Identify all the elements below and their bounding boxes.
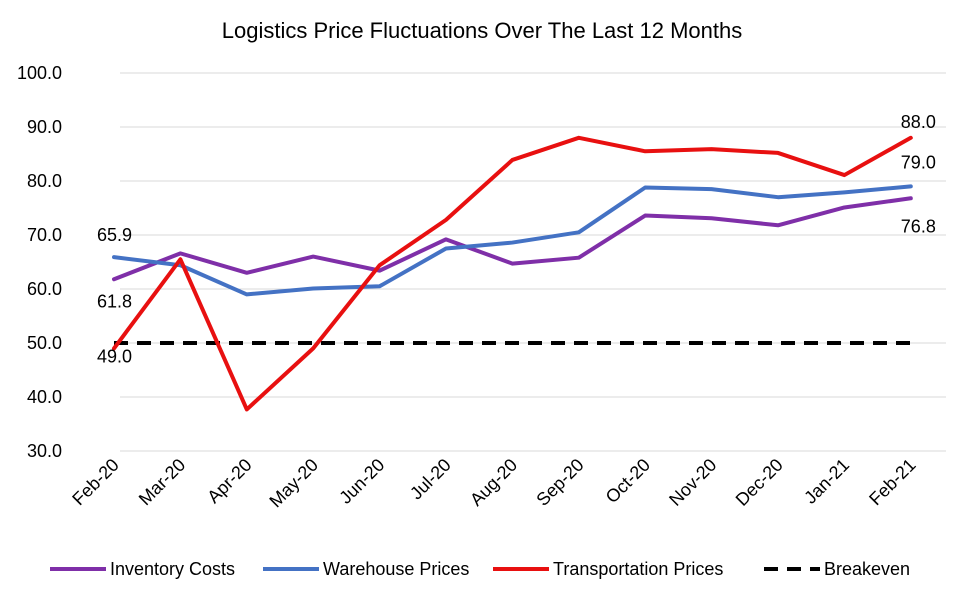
x-tick-label: Jun-20 (335, 455, 388, 508)
series-lines (112, 135, 913, 412)
data-label: 49.0 (97, 346, 132, 366)
legend-label: Warehouse Prices (323, 559, 469, 579)
data-labels: 61.8 76.8 65.9 79.0 49.0 88.0 (97, 112, 936, 367)
data-label: 65.9 (97, 225, 132, 245)
x-tick-label: Feb-21 (865, 455, 919, 509)
y-tick-label: 30.0 (27, 441, 62, 461)
data-label: 61.8 (97, 291, 132, 311)
x-tick-label: Sep-20 (532, 455, 587, 510)
y-tick-label: 90.0 (27, 117, 62, 137)
chart-title: Logistics Price Fluctuations Over The La… (222, 18, 743, 43)
x-tick-label: Mar-20 (135, 455, 189, 509)
y-axis-ticks: 30.0 40.0 50.0 60.0 70.0 80.0 90.0 100.0 (17, 63, 62, 461)
x-tick-label: Apr-20 (203, 455, 255, 507)
legend-label: Transportation Prices (553, 559, 723, 579)
x-tick-label: Feb-20 (68, 455, 122, 509)
y-tick-label: 100.0 (17, 63, 62, 83)
x-axis-ticks: Feb-20 Mar-20 Apr-20 May-20 Jun-20 Jul-20 Aug-… (68, 455, 919, 512)
data-label: 88.0 (901, 112, 936, 132)
x-tick-label: May-20 (265, 455, 322, 512)
series-line-inventory-costs (112, 196, 913, 282)
y-tick-label: 60.0 (27, 279, 62, 299)
x-tick-label: Oct-20 (602, 455, 654, 507)
x-tick-label: Jan-21 (800, 455, 853, 508)
data-label: 79.0 (901, 152, 936, 172)
y-tick-label: 50.0 (27, 333, 62, 353)
x-tick-label: Nov-20 (665, 455, 720, 510)
legend-label: Breakeven (824, 559, 910, 579)
y-tick-label: 40.0 (27, 387, 62, 407)
series-line-transportation-prices (112, 135, 913, 412)
y-tick-label: 70.0 (27, 225, 62, 245)
x-tick-label: Dec-20 (732, 455, 787, 510)
legend-label: Inventory Costs (110, 559, 235, 579)
series-line-warehouse-prices (112, 184, 913, 297)
data-label: 76.8 (901, 216, 936, 236)
legend: Inventory Costs Warehouse Prices Transport… (50, 559, 910, 579)
y-tick-label: 80.0 (27, 171, 62, 191)
x-tick-label: Aug-20 (466, 455, 521, 510)
x-tick-label: Jul-20 (406, 455, 455, 504)
